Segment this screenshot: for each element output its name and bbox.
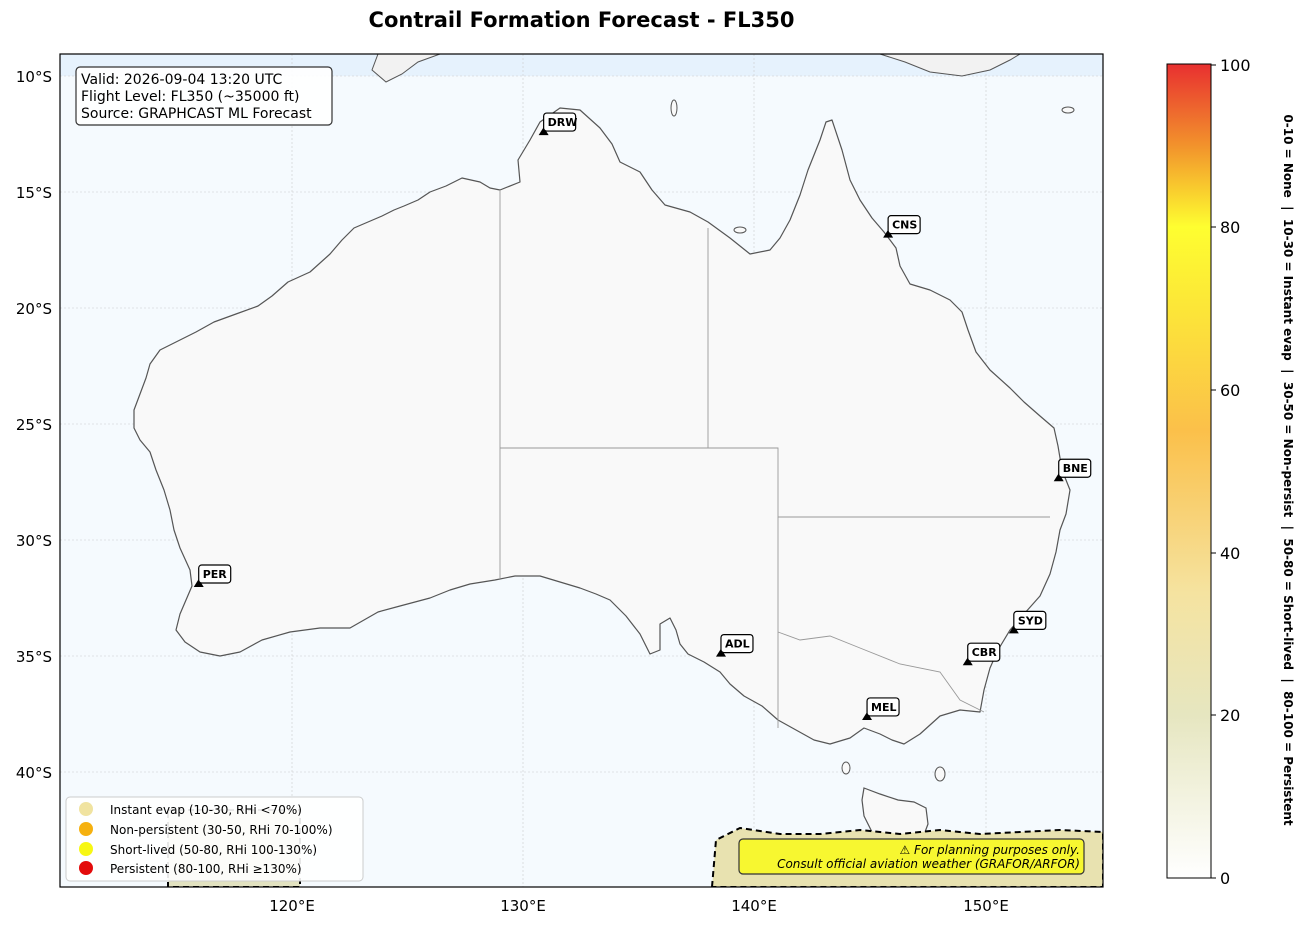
airport-code-label: BNE [1063,462,1088,475]
airport-cbr[interactable]: CBR [962,642,1001,666]
flight-level: Flight Level: FL350 (~35000 ft) [81,89,300,105]
small-islands [670,99,1075,782]
airport-label-box [967,642,1001,662]
legend-swatch-persistent [79,861,93,875]
lat-tick: 35°S [16,648,52,666]
airport-mel[interactable]: MEL [862,697,900,720]
australia-landmass [133,107,1071,745]
airport-label-box [1013,610,1047,631]
airport-syd[interactable]: SYD [1008,610,1047,634]
airport-bne[interactable]: BNE [1053,458,1092,482]
airport-label-box [543,112,577,132]
airport-adl[interactable]: ADL [715,634,754,657]
airport-label-box [887,215,921,235]
airport-code-label: ADL [725,638,750,651]
airport-marker-icon [538,127,549,136]
forecast-source: Source: GRAPHCAST ML Forecast [81,106,312,122]
lat-tick: 40°S [16,764,52,782]
new-guinea-coast [371,54,1021,83]
map-border [59,53,1104,888]
lon-tick: 150°E [963,897,1009,915]
legend-swatch-non-persistent [79,822,93,836]
lat-tick: 25°S [16,416,52,434]
colorbar-tick: 80 [1220,218,1240,237]
planning-warning: ⚠ For planning purposes only. Consult of… [738,838,1085,875]
valid-time: Valid: 2026-09-04 13:20 UTC [81,72,282,88]
lat-tick: 10°S [16,68,52,86]
airport-code-label: DRW [548,116,578,129]
legend-item: Non-persistent (30-50, RHi 70-100%) [110,823,333,837]
longitude-labels: 120°E 130°E 140°E 150°E [269,897,1009,915]
lat-tick: 20°S [16,300,52,318]
airport-marker-icon [862,711,873,720]
map-area[interactable]: DRW CNS BNE PER ADL SYD CBR MEL [60,54,1103,887]
colorbar-tick: 0 [1220,869,1230,888]
airport-code-label: CBR [972,646,997,659]
legend-swatch-instant-evap [79,802,93,816]
legend-item: Short-lived (50-80, RHi 100-130%) [110,843,317,857]
airport-marker-icon [1008,625,1019,634]
legend-item: Persistent (80-100, RHi ≥130%) [110,862,302,876]
airport-marker-icon [883,229,894,238]
airport-markers: DRW CNS BNE PER ADL SYD CBR MEL [193,112,1092,720]
airport-marker-icon [715,648,726,657]
colorbar-gradient [1166,63,1212,879]
airport-marker-icon [962,657,973,666]
legend: Instant evap (10-30, RHi <70%) Non-persi… [65,796,364,882]
colorbar: 0 20 40 60 80 100 0-10 = None | 10-30 = … [1166,56,1295,888]
airport-code-label: CNS [892,219,917,232]
lat-tick: 30°S [16,532,52,550]
map-title: Contrail Formation Forecast - FL350 [368,8,795,32]
airport-code-label: PER [203,568,228,581]
airport-per[interactable]: PER [193,564,232,588]
colorbar-tick: 40 [1220,544,1240,563]
warning-line-2: Consult official aviation weather (GRAFO… [777,857,1080,871]
warning-line-1: ⚠ For planning purposes only. [900,843,1080,857]
airport-label-box [1058,458,1092,478]
airport-label-box [720,634,754,654]
airport-code-label: MEL [871,701,896,714]
colorbar-label: 0-10 = None | 10-30 = Instant evap | 30-… [1281,114,1295,825]
airport-marker-icon [193,579,204,588]
legend-swatch-short-lived [79,842,93,856]
airport-marker-icon [1053,473,1064,482]
lon-tick: 140°E [731,897,777,915]
colorbar-tick: 20 [1220,706,1240,725]
lat-tick: 15°S [16,184,52,202]
airport-label-box [198,564,232,584]
airport-drw[interactable]: DRW [538,112,578,136]
info-box: Valid: 2026-09-04 13:20 UTC Flight Level… [75,66,333,126]
lon-tick: 120°E [269,897,315,915]
state-borders [499,190,1050,728]
lon-tick: 130°E [500,897,546,915]
airport-cns[interactable]: CNS [883,215,921,238]
airport-label-box [866,697,900,717]
colorbar-tick: 60 [1220,381,1240,400]
latitude-labels: 10°S 15°S 20°S 25°S 30°S 35°S 40°S [16,68,52,782]
colorbar-tick: 100 [1220,56,1251,75]
legend-item: Instant evap (10-30, RHi <70%) [110,803,302,817]
airport-code-label: SYD [1018,614,1043,627]
